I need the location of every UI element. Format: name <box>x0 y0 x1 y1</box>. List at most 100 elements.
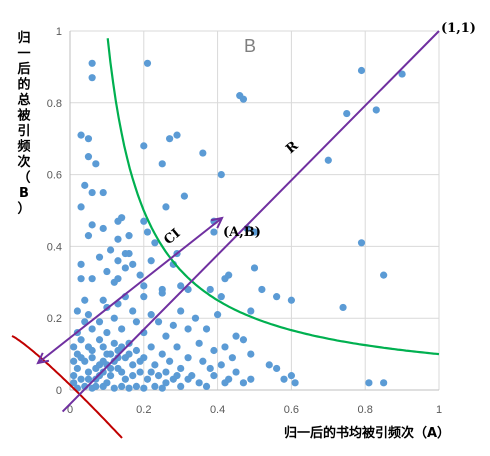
data-point <box>114 354 122 362</box>
data-point <box>136 368 144 376</box>
data-point <box>132 318 141 326</box>
data-point <box>195 379 203 387</box>
data-point <box>88 188 96 197</box>
data-point <box>239 379 248 387</box>
data-point <box>140 384 148 392</box>
data-point <box>81 296 89 304</box>
data-point <box>221 343 229 351</box>
data-point <box>88 221 96 229</box>
data-point <box>110 339 118 347</box>
data-point <box>232 368 240 376</box>
data-point <box>125 384 133 392</box>
data-point <box>158 160 166 168</box>
data-point <box>206 285 214 294</box>
data-point <box>125 350 133 358</box>
data-point <box>77 354 85 362</box>
data-point <box>217 171 225 179</box>
data-point <box>291 379 299 387</box>
corner-label: (1,1) <box>441 21 476 36</box>
data-point <box>239 336 248 344</box>
data-point <box>88 325 96 333</box>
y-label-char: （ <box>17 170 30 186</box>
y-label-char: ） <box>17 201 30 217</box>
data-point <box>147 311 155 319</box>
data-point <box>158 384 166 392</box>
data-point <box>70 379 78 387</box>
data-point <box>191 314 200 322</box>
x-tick-label: 0.6 <box>284 404 299 416</box>
data-point <box>121 375 129 383</box>
data-point <box>73 364 81 373</box>
y-label-char: 频 <box>17 139 30 155</box>
data-point <box>125 249 133 258</box>
x-tick-label: 0.4 <box>210 404 225 416</box>
data-point <box>339 303 347 312</box>
data-point <box>88 346 96 355</box>
data-point <box>177 382 185 391</box>
data-point <box>365 379 373 387</box>
curves <box>11 30 440 439</box>
y-tick-label: 0.8 <box>47 98 62 110</box>
isoline-curve <box>106 38 440 356</box>
data-point <box>99 296 107 304</box>
data-point <box>95 253 104 261</box>
data-point <box>110 314 118 322</box>
data-point <box>247 307 255 315</box>
data-point <box>206 364 214 373</box>
region-label-b: B <box>244 36 256 56</box>
data-point <box>265 361 273 369</box>
data-point <box>343 109 351 118</box>
data-point <box>118 382 126 391</box>
data-point <box>84 375 93 383</box>
data-point <box>380 379 388 387</box>
data-point <box>147 257 155 265</box>
data-point <box>210 372 218 380</box>
y-label-char: 归 <box>17 30 30 46</box>
axes: 0 0.2 0.4 0.6 0.8 1 0 0.2 0.4 0.6 0.8 1 <box>47 26 442 416</box>
data-point <box>151 382 159 391</box>
data-point <box>106 372 115 380</box>
data-point <box>88 59 96 67</box>
data-point <box>103 267 111 276</box>
data-point <box>147 368 155 376</box>
lower-red-curve <box>11 335 123 439</box>
data-point <box>250 264 259 272</box>
data-point <box>84 311 93 319</box>
y-tick-label: 0.6 <box>47 170 62 182</box>
data-point <box>166 357 174 365</box>
data-point <box>140 217 148 225</box>
x-tick-label: 0 <box>67 404 73 416</box>
y-label-char: 总 <box>17 92 30 108</box>
y-label-char: 的 <box>17 77 30 93</box>
data-point <box>81 181 89 189</box>
data-point <box>121 264 129 272</box>
data-point <box>77 131 85 139</box>
data-point <box>84 368 93 376</box>
data-point <box>84 153 93 161</box>
data-point <box>199 357 207 365</box>
data-point <box>118 325 126 333</box>
data-point <box>398 70 406 78</box>
x-tick-label: 1 <box>436 404 442 416</box>
data-point <box>151 239 159 247</box>
data-point <box>95 336 104 344</box>
data-point <box>77 203 85 211</box>
data-point <box>92 160 100 168</box>
data-point <box>140 293 148 301</box>
data-point <box>77 260 85 268</box>
data-point <box>77 375 85 383</box>
data-point <box>162 368 170 376</box>
data-point <box>273 364 281 373</box>
data-point <box>154 318 163 326</box>
data-point <box>214 311 222 319</box>
data-point <box>99 382 107 391</box>
data-point <box>125 232 133 240</box>
data-point <box>166 135 174 143</box>
y-label-char: 引 <box>17 124 30 139</box>
ci-arrow-head-end <box>210 216 224 229</box>
data-point <box>88 354 96 362</box>
data-point <box>132 382 141 391</box>
y-tick-label: 0.2 <box>47 313 62 325</box>
data-point <box>217 361 225 369</box>
x-axis-label: 归一后的书均被引频次（A） <box>284 425 450 441</box>
